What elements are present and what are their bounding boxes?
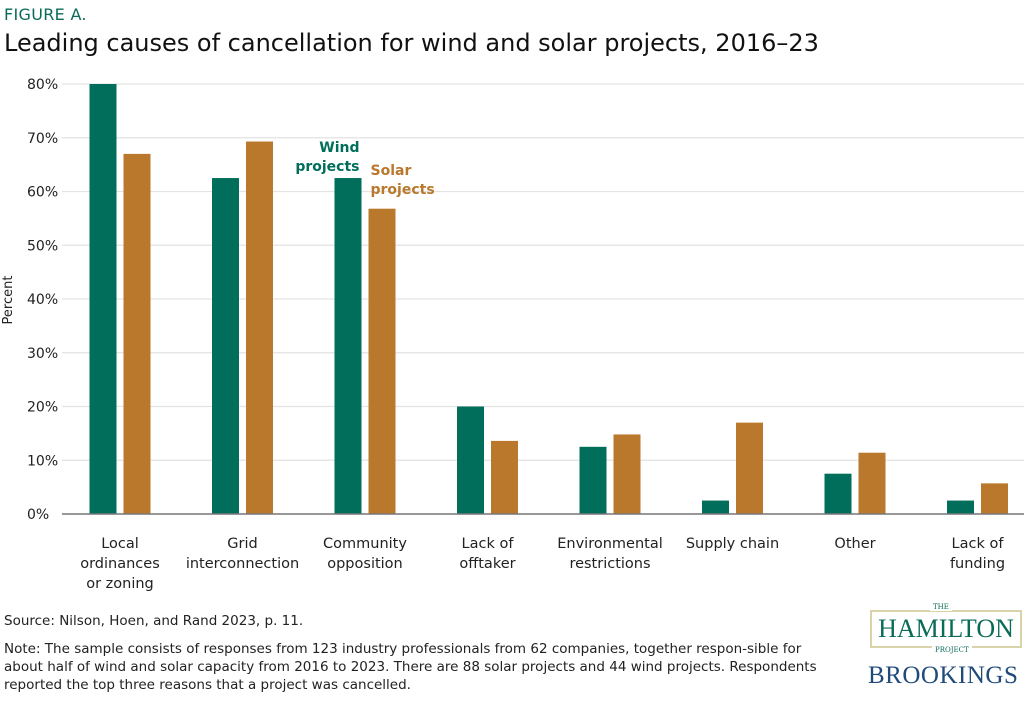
x-tick-label: Grid bbox=[227, 536, 257, 552]
y-axis-label: Percent bbox=[1, 276, 16, 325]
bar-wind bbox=[702, 500, 729, 514]
bar-chart: 0% 10% 20% 30% 40% 50% 60% 70% 80% Percent Local or… bbox=[1, 77, 1024, 592]
x-tick-label: Supply chain bbox=[686, 536, 779, 552]
bar-solar bbox=[613, 434, 641, 514]
x-tick-label: offtaker bbox=[459, 556, 515, 572]
x-tick-label: Other bbox=[834, 536, 875, 552]
x-tick-label: interconnection bbox=[186, 556, 299, 572]
bar-solar bbox=[246, 141, 273, 514]
x-tick-label: Environmental bbox=[557, 536, 663, 552]
x-tick-label: restrictions bbox=[569, 556, 650, 572]
note-text: Note: The sample consists of responses f… bbox=[4, 641, 817, 693]
logo-project: PROJECT bbox=[932, 646, 972, 654]
chart-title: Leading causes of cancellation for wind … bbox=[4, 29, 819, 57]
logo-the: THE bbox=[930, 603, 952, 611]
bar-solar bbox=[123, 153, 151, 514]
bar-wind bbox=[824, 473, 852, 514]
y-tick-label: 0% bbox=[27, 507, 49, 523]
x-tick-label: Lack of bbox=[462, 536, 515, 552]
y-tick-label: 80% bbox=[27, 77, 58, 93]
y-tick-label: 50% bbox=[27, 238, 58, 254]
y-tick-label: 40% bbox=[27, 292, 58, 308]
bar-solar bbox=[981, 483, 1008, 514]
y-tick-label: 20% bbox=[27, 400, 58, 416]
y-tick-label: 60% bbox=[27, 185, 58, 201]
legend-solar-label: projects bbox=[371, 182, 435, 198]
bar-wind bbox=[457, 406, 484, 514]
x-tick-label: opposition bbox=[327, 556, 403, 572]
x-tick-label: Lack of bbox=[952, 536, 1005, 552]
brookings-logo: BROOKINGS bbox=[868, 662, 1019, 689]
source-text: Source: Nilson, Hoen, and Rand 2023, p. … bbox=[4, 613, 304, 629]
bar-wind bbox=[947, 500, 974, 514]
bar-wind bbox=[579, 446, 607, 514]
y-tick-label: 70% bbox=[27, 131, 58, 147]
hamilton-project-logo: THE HAMILTON PROJECT bbox=[870, 603, 1022, 654]
x-tick-label: funding bbox=[950, 556, 1005, 572]
y-tick-label: 30% bbox=[27, 346, 58, 362]
x-tick-label: Local bbox=[101, 536, 139, 552]
x-tick-label: or zoning bbox=[86, 576, 154, 592]
figure-label: FIGURE A. bbox=[4, 5, 87, 24]
x-tick-label: Community bbox=[323, 536, 407, 552]
logo-hamilton: HAMILTON bbox=[878, 614, 1014, 643]
logos: THE HAMILTON PROJECT BROOKINGS bbox=[868, 603, 1022, 690]
bar-solar bbox=[368, 208, 396, 514]
bar-solar bbox=[491, 440, 518, 514]
legend-wind-label: projects bbox=[295, 159, 359, 175]
bar-solar bbox=[858, 452, 886, 514]
legend-solar-label: Solar bbox=[371, 163, 412, 179]
bar-solar bbox=[736, 422, 763, 514]
x-tick-label: ordinances bbox=[80, 556, 160, 572]
bar-wind bbox=[89, 84, 117, 514]
bar-wind bbox=[212, 178, 239, 514]
y-tick-label: 10% bbox=[27, 453, 58, 469]
legend-wind-label: Wind bbox=[319, 140, 359, 156]
bar-wind bbox=[334, 178, 362, 514]
